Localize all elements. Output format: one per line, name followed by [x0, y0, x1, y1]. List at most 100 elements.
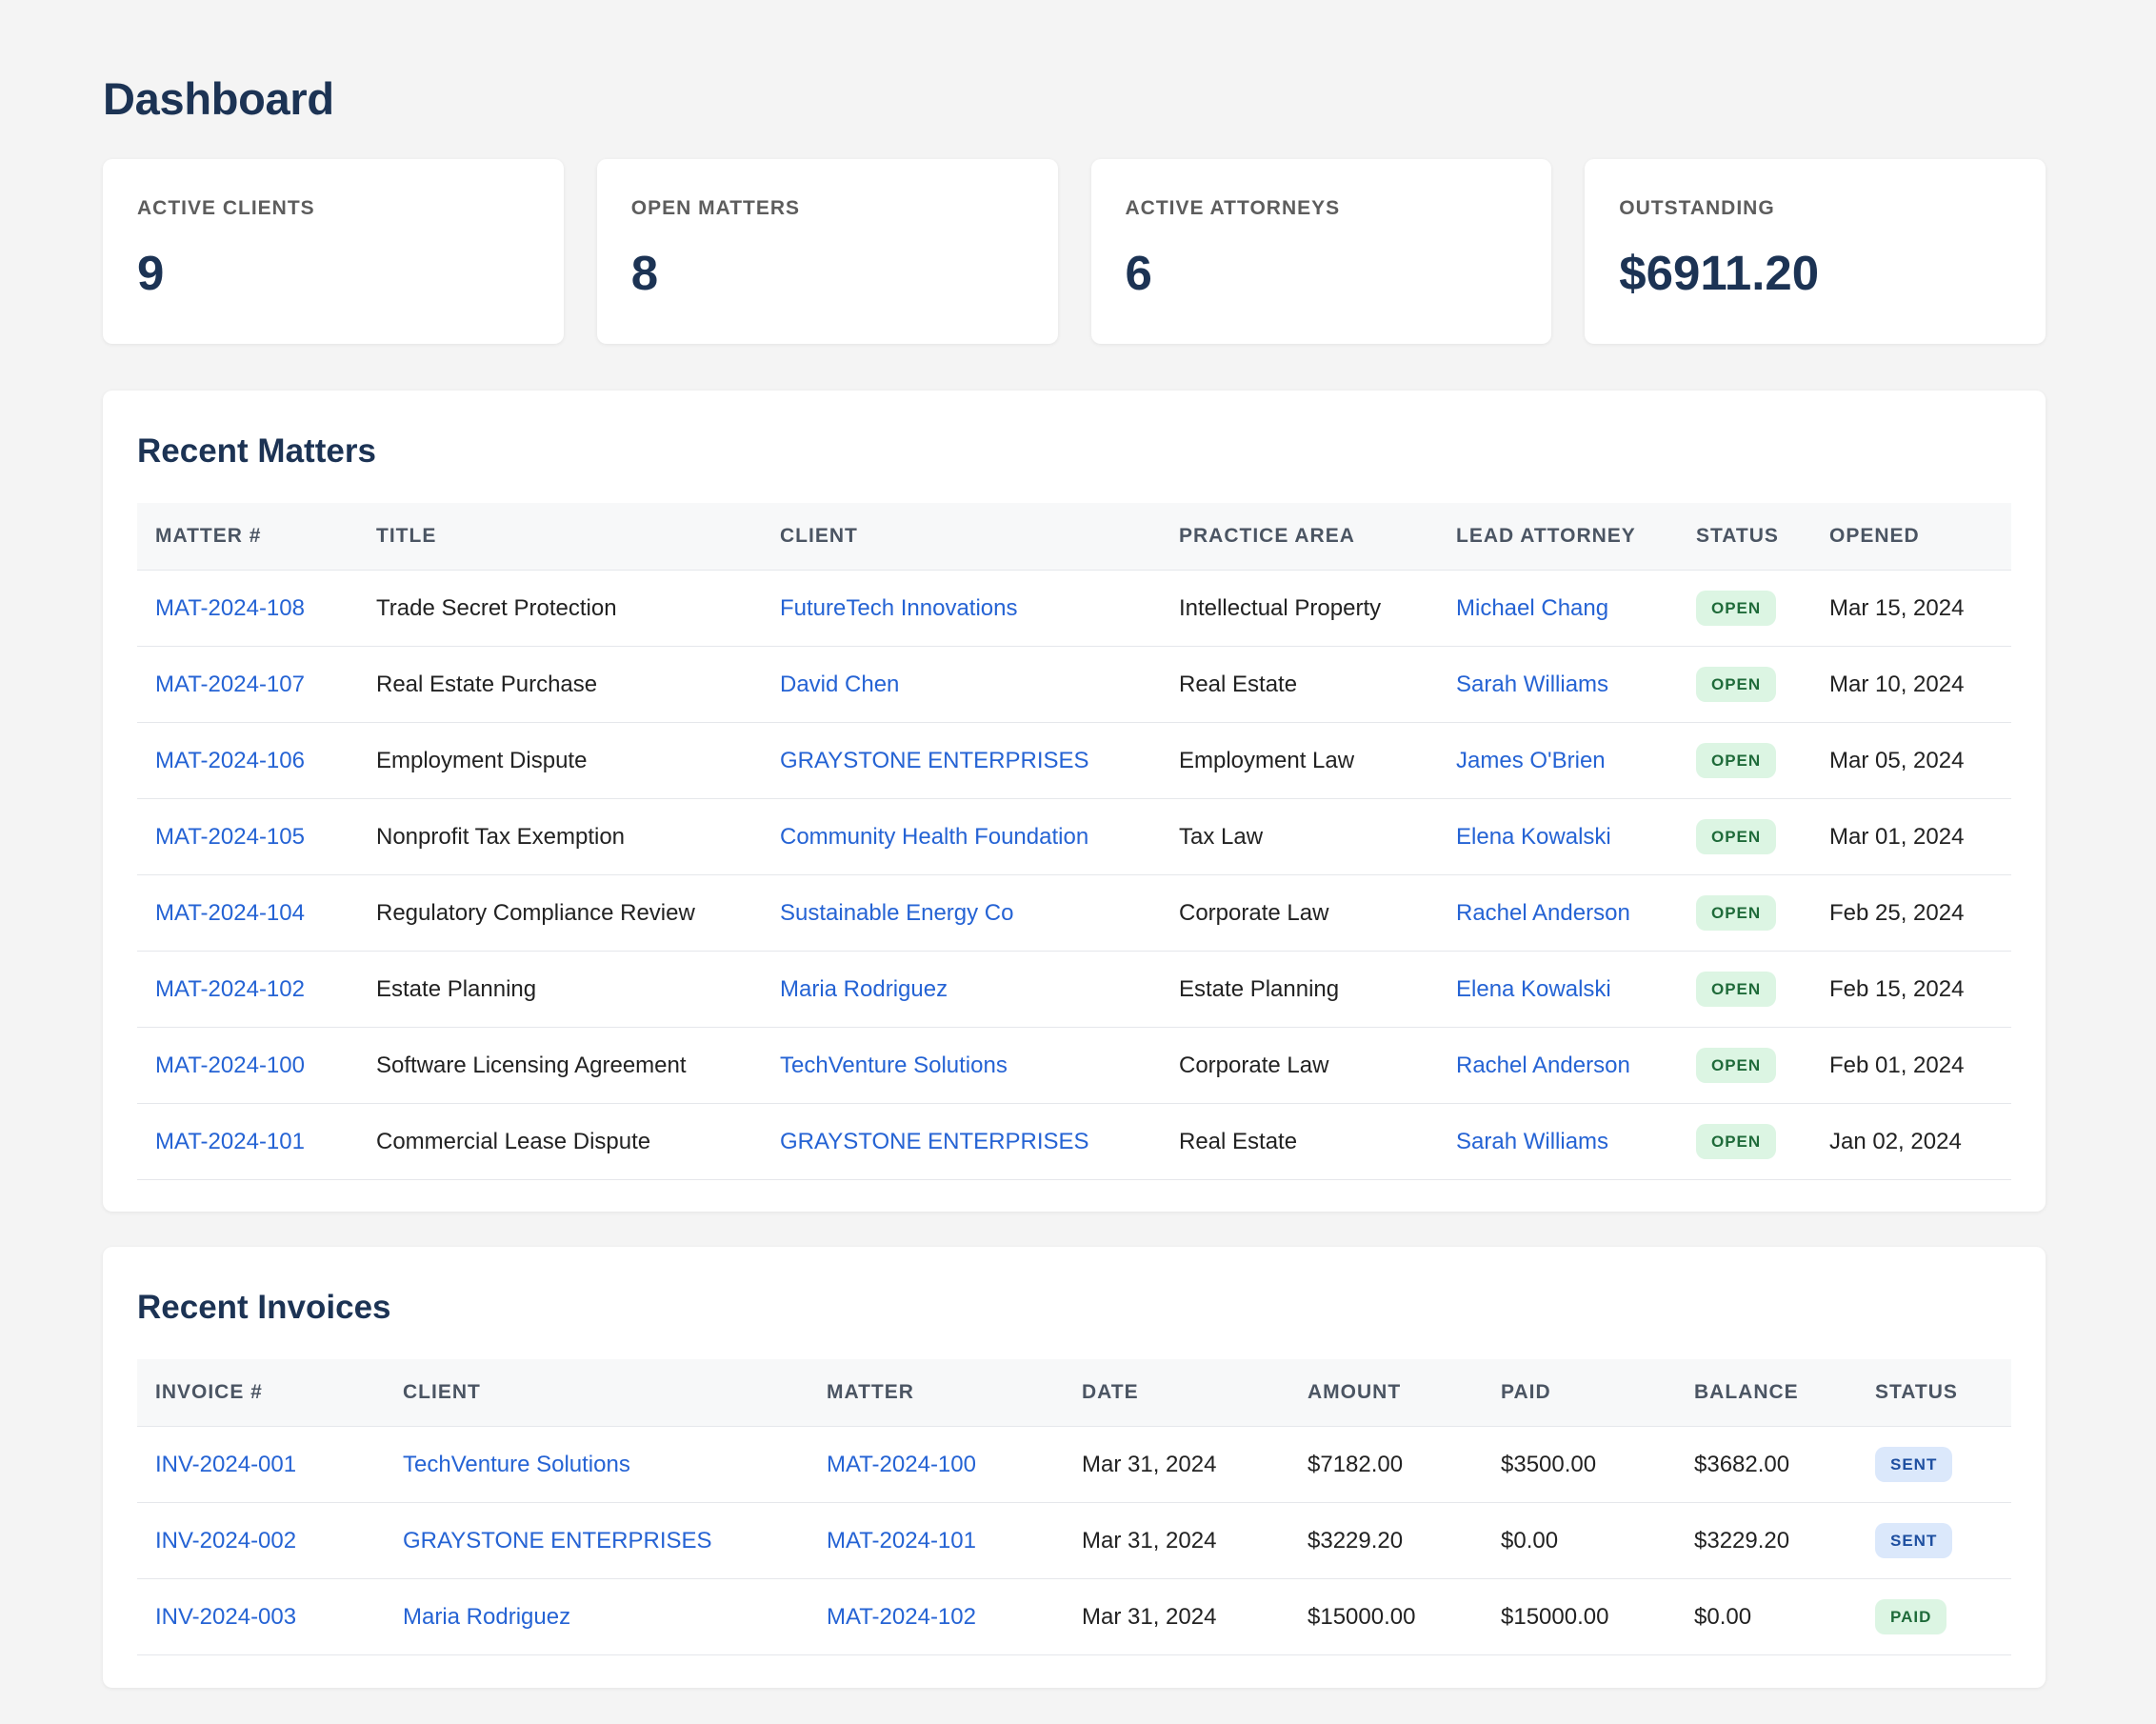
table-row[interactable]: INV-2024-003 Maria Rodriguez MAT-2024-102 M…: [137, 1578, 2011, 1655]
matter-number-link[interactable]: MAT-2024-108: [155, 594, 305, 621]
column-header[interactable]: PRACTICE AREA: [1161, 503, 1438, 571]
recent-invoices-title: Recent Invoices: [137, 1289, 391, 1326]
table-row[interactable]: MAT-2024-108 Trade Secret Protection Futur…: [137, 570, 2011, 647]
attorney-link[interactable]: James O'Brien: [1456, 747, 1606, 773]
column-header[interactable]: CLIENT: [762, 503, 1161, 571]
matter-link[interactable]: MAT-2024-100: [827, 1451, 976, 1477]
attorney-link[interactable]: Rachel Anderson: [1456, 899, 1630, 926]
matter-title: Commercial Lease Dispute: [376, 1128, 651, 1154]
client-link[interactable]: TechVenture Solutions: [403, 1451, 630, 1477]
column-header[interactable]: DATE: [1064, 1359, 1289, 1427]
column-header[interactable]: BALANCE: [1676, 1359, 1857, 1427]
client-link[interactable]: GRAYSTONE ENTERPRISES: [780, 747, 1089, 773]
invoice-number-link[interactable]: INV-2024-003: [155, 1603, 297, 1630]
practice-area-cell: Employment Law: [1161, 722, 1438, 799]
matter-number-link[interactable]: MAT-2024-102: [155, 975, 305, 1002]
status-badge-cell: OPEN: [1678, 1103, 1811, 1180]
client-link[interactable]: Maria Rodriguez: [780, 975, 948, 1002]
client-link[interactable]: Sustainable Energy Co: [780, 899, 1014, 926]
stats-row: ACTIVE CLIENTS 9 OPEN MATTERS 8 ACTIVE A…: [103, 159, 2046, 344]
invoice-balance: $3682.00: [1694, 1451, 1790, 1477]
matter-title-cell: Software Licensing Agreement: [358, 1027, 762, 1104]
matter-number-link[interactable]: MAT-2024-106: [155, 747, 305, 773]
attorney-link[interactable]: Sarah Williams: [1456, 1128, 1609, 1154]
opened-date: Mar 10, 2024: [1829, 671, 1965, 697]
invoice-number-link-cell: INV-2024-003: [137, 1578, 385, 1655]
table-row[interactable]: MAT-2024-106 Employment Dispute GRAYSTONE …: [137, 722, 2011, 799]
stat-value: 6: [1125, 246, 1152, 300]
matter-title-cell: Estate Planning: [358, 951, 762, 1028]
matter-title: Employment Dispute: [376, 747, 588, 773]
matter-title-cell: Real Estate Purchase: [358, 646, 762, 723]
table-row[interactable]: MAT-2024-100 Software Licensing Agreement…: [137, 1027, 2011, 1104]
practice-area-cell: Real Estate: [1161, 1103, 1438, 1180]
client-link-cell: Community Health Foundation: [762, 798, 1161, 875]
status-badge: OPEN: [1696, 1124, 1777, 1159]
table-row[interactable]: MAT-2024-107 Real Estate Purchase David Ch…: [137, 646, 2011, 723]
table-row[interactable]: MAT-2024-105 Nonprofit Tax Exemption Commu…: [137, 798, 2011, 875]
column-header[interactable]: INVOICE #: [137, 1359, 385, 1427]
client-link[interactable]: FutureTech Innovations: [780, 594, 1018, 621]
practice-area: Corporate Law: [1179, 1052, 1329, 1078]
matter-link[interactable]: MAT-2024-101: [827, 1527, 976, 1554]
practice-area: Real Estate: [1179, 1128, 1298, 1154]
status-badge-cell: SENT: [1857, 1426, 2011, 1503]
invoice-amount: $7182.00: [1308, 1451, 1404, 1477]
table-row[interactable]: MAT-2024-101 Commercial Lease Dispute GRAY…: [137, 1103, 2011, 1180]
invoice-number-link[interactable]: INV-2024-002: [155, 1527, 297, 1554]
column-header[interactable]: STATUS: [1857, 1359, 2011, 1427]
table-row[interactable]: MAT-2024-102 Estate Planning Maria Rodrigu…: [137, 951, 2011, 1028]
column-header[interactable]: LEAD ATTORNEY: [1438, 503, 1678, 571]
invoice-date: Mar 31, 2024: [1082, 1603, 1217, 1630]
client-link[interactable]: GRAYSTONE ENTERPRISES: [780, 1128, 1089, 1154]
attorney-link-cell: James O'Brien: [1438, 722, 1678, 799]
practice-area: Intellectual Property: [1179, 594, 1382, 621]
practice-area-cell: Real Estate: [1161, 646, 1438, 723]
attorney-link[interactable]: Rachel Anderson: [1456, 1052, 1630, 1078]
matter-number-link[interactable]: MAT-2024-105: [155, 823, 305, 850]
client-link[interactable]: GRAYSTONE ENTERPRISES: [403, 1527, 712, 1554]
column-header[interactable]: CLIENT: [385, 1359, 808, 1427]
matter-number-link[interactable]: MAT-2024-101: [155, 1128, 305, 1154]
matter-number-link[interactable]: MAT-2024-100: [155, 1052, 305, 1078]
client-link-cell: FutureTech Innovations: [762, 570, 1161, 647]
client-link-cell: TechVenture Solutions: [385, 1426, 808, 1503]
matter-title: Trade Secret Protection: [376, 594, 617, 621]
column-header[interactable]: PAID: [1483, 1359, 1676, 1427]
invoice-date: Mar 31, 2024: [1082, 1527, 1217, 1554]
client-link[interactable]: Maria Rodriguez: [403, 1603, 571, 1630]
stat-label: OPEN MATTERS: [630, 197, 801, 219]
column-header[interactable]: OPENED: [1811, 503, 2011, 571]
client-link[interactable]: TechVenture Solutions: [780, 1052, 1008, 1078]
attorney-link[interactable]: Elena Kowalski: [1456, 975, 1611, 1002]
invoice-paid-cell: $15000.00: [1483, 1578, 1676, 1655]
matter-number-link[interactable]: MAT-2024-104: [155, 899, 305, 926]
attorney-link-cell: Sarah Williams: [1438, 1103, 1678, 1180]
client-link[interactable]: Community Health Foundation: [780, 823, 1089, 850]
practice-area: Employment Law: [1179, 747, 1355, 773]
column-header[interactable]: MATTER: [808, 1359, 1064, 1427]
invoice-balance-cell: $3229.20: [1676, 1502, 1857, 1579]
client-link[interactable]: David Chen: [780, 671, 900, 697]
client-link-cell: Maria Rodriguez: [762, 951, 1161, 1028]
matter-link[interactable]: MAT-2024-102: [827, 1603, 976, 1630]
matters-table: MATTER # TITLE CLIENT PRACTICE AREA LEAD…: [137, 503, 2011, 1180]
column-header[interactable]: TITLE: [358, 503, 762, 571]
matter-title-cell: Trade Secret Protection: [358, 570, 762, 647]
matter-number-link-cell: MAT-2024-107: [137, 646, 358, 723]
column-header[interactable]: MATTER #: [137, 503, 358, 571]
attorney-link[interactable]: Sarah Williams: [1456, 671, 1609, 697]
invoice-balance: $0.00: [1694, 1603, 1752, 1630]
column-header[interactable]: STATUS: [1678, 503, 1811, 571]
attorney-link[interactable]: Elena Kowalski: [1456, 823, 1611, 850]
invoice-amount-cell: $3229.20: [1289, 1502, 1483, 1579]
attorney-link[interactable]: Michael Chang: [1456, 594, 1609, 621]
table-row[interactable]: MAT-2024-104 Regulatory Compliance Review…: [137, 874, 2011, 952]
invoice-amount: $15000.00: [1308, 1603, 1416, 1630]
invoice-number-link[interactable]: INV-2024-001: [155, 1451, 297, 1477]
table-row[interactable]: INV-2024-001 TechVenture Solutions MAT-202…: [137, 1426, 2011, 1503]
table-row[interactable]: INV-2024-002 GRAYSTONE ENTERPRISES MAT-202…: [137, 1502, 2011, 1579]
matter-number-link[interactable]: MAT-2024-107: [155, 671, 305, 697]
column-header[interactable]: AMOUNT: [1289, 1359, 1483, 1427]
opened-date: Mar 01, 2024: [1829, 823, 1965, 850]
